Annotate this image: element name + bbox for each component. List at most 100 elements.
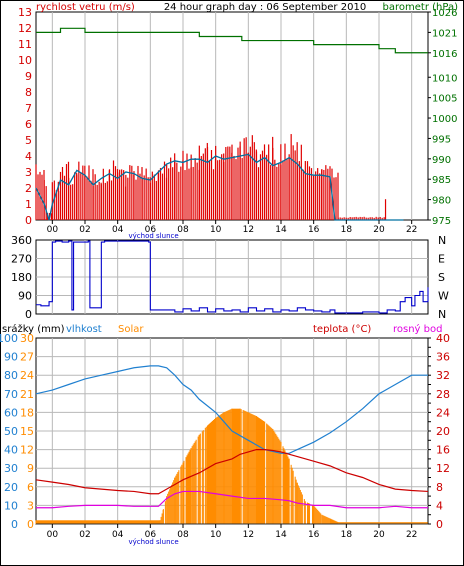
humidity-axis-title: vlhkost — [66, 324, 102, 335]
temp-ytick-label: 8 — [436, 481, 443, 494]
baro-ytick-label: 990 — [432, 155, 451, 166]
temp-ytick-label: 32 — [436, 369, 450, 382]
humidity-ytick-label: 24 — [20, 369, 34, 382]
wind-chart-xtick-label: 06 — [145, 225, 157, 235]
temp-ytick-label: 24 — [436, 406, 450, 419]
temperature-line — [35, 449, 429, 495]
baro-ytick-label: 1000 — [432, 114, 457, 125]
wind-ytick-label: 7 — [25, 102, 32, 115]
humidity-ytick-label: 18 — [20, 406, 34, 419]
baro-ytick-label: 1021 — [432, 28, 457, 39]
chart-title: 24 hour graph day : 06 September 2010 — [164, 2, 366, 13]
humidity-ytick-label: 12 — [20, 444, 34, 457]
temp-chart-xtick-label: 04 — [112, 530, 124, 540]
rain-ytick-label: 70 — [4, 388, 18, 401]
wind-chart-xtick-label: 12 — [243, 225, 254, 235]
temp-ytick-label: 12 — [436, 462, 450, 475]
baro-ytick-label: 1005 — [432, 94, 457, 105]
wind-chart-xtick-label: 10 — [210, 225, 222, 235]
wind-chart-xtick-label: 22 — [406, 225, 417, 235]
humidity-line — [35, 365, 428, 454]
direction-compass-label: S — [438, 271, 445, 284]
humidity-ytick-label: 3 — [27, 499, 34, 512]
wind-chart-xtick-label: 00 — [47, 225, 59, 235]
baro-ytick-label: 995 — [432, 134, 451, 145]
rain-axis-title: srážky (mm) — [2, 323, 65, 335]
temp-ytick-label: 40 — [436, 332, 450, 345]
baro-ytick-label: 1016 — [432, 49, 457, 60]
rain-ytick-label: 90 — [4, 351, 18, 364]
wind-chart-xtick-label: 14 — [275, 225, 287, 235]
dewpoint-line — [36, 490, 428, 509]
rain-ytick-label: 100 — [0, 332, 18, 345]
wind-chart-xtick-label: 16 — [308, 225, 320, 235]
wind-ytick-label: 2 — [25, 182, 32, 195]
wind-ytick-label: 13 — [18, 6, 32, 19]
wind-ytick-label: 1 — [25, 198, 32, 211]
temp-chart-xtick-label: 00 — [47, 530, 59, 540]
humidity-ytick-label: 15 — [20, 425, 34, 438]
wind-average-line — [35, 153, 404, 221]
temperature-axis-title: teplota (°C) — [313, 324, 371, 335]
wind-ytick-label: 10 — [18, 54, 32, 67]
direction-line — [36, 240, 429, 314]
rain-ytick-label: 10 — [4, 499, 18, 512]
temp-chart-xtick-label: 06 — [145, 530, 157, 540]
wind-ytick-label: 8 — [25, 86, 32, 99]
baro-ytick-label: 1026 — [432, 8, 457, 19]
direction-compass-label: N — [438, 308, 446, 321]
direction-compass-label: E — [438, 253, 445, 266]
direction-ytick-label: 0 — [25, 308, 32, 321]
temp-ytick-label: 28 — [436, 388, 450, 401]
temp-ytick-label: 4 — [436, 499, 443, 512]
humidity-ytick-label: 0 — [27, 518, 34, 531]
temp-ytick-label: 36 — [436, 351, 450, 364]
wind-ytick-label: 12 — [18, 22, 32, 35]
sunrise-label-top: východ slunce — [129, 232, 179, 240]
baro-ytick-label: 985 — [432, 175, 451, 186]
direction-ytick-label: 90 — [18, 290, 32, 303]
rain-ytick-label: 60 — [4, 406, 18, 419]
wind-chart-xtick-label: 20 — [373, 225, 385, 235]
wind-chart-xtick-label: 04 — [112, 225, 124, 235]
solar-area — [35, 408, 428, 524]
rain-ytick-label: 30 — [4, 462, 18, 475]
direction-ytick-label: 180 — [11, 271, 32, 284]
temp-chart-xtick-label: 22 — [406, 530, 417, 540]
wind-ytick-label: 0 — [25, 214, 32, 227]
wind-chart-xtick-label: 08 — [177, 225, 189, 235]
baro-ytick-label: 1010 — [432, 73, 457, 84]
humidity-ytick-label: 30 — [20, 332, 34, 345]
wind-ytick-label: 5 — [25, 134, 32, 147]
wind-ytick-label: 11 — [18, 38, 32, 51]
humidity-ytick-label: 21 — [20, 388, 34, 401]
rain-ytick-label: 20 — [4, 481, 18, 494]
direction-compass-label: W — [438, 290, 449, 303]
wind-axis-title: rychlost vetru (m/s) — [36, 2, 135, 13]
temp-chart-xtick-label: 16 — [308, 530, 320, 540]
baro-ytick-label: 975 — [432, 216, 451, 227]
temp-chart-xtick-label: 14 — [275, 530, 287, 540]
rain-ytick-label: 0 — [11, 518, 18, 531]
baro-axis-title: barometr (hPa) — [383, 2, 459, 13]
temp-chart-xtick-label: 10 — [210, 530, 222, 540]
rain-ytick-label: 40 — [4, 444, 18, 457]
rain-ytick-label: 80 — [4, 369, 18, 382]
direction-ytick-label: 360 — [11, 234, 32, 247]
humidity-ytick-label: 27 — [20, 351, 34, 364]
temp-chart-xtick-label: 12 — [243, 530, 254, 540]
solar-axis-title: Solar — [118, 324, 144, 335]
wind-ytick-label: 9 — [25, 70, 32, 83]
temp-ytick-label: 16 — [436, 444, 450, 457]
temp-chart-xtick-label: 20 — [373, 530, 385, 540]
rain-ytick-label: 50 — [4, 425, 18, 438]
temp-chart-xtick-label: 18 — [341, 530, 353, 540]
temp-ytick-label: 0 — [436, 518, 443, 531]
temp-chart-xtick-label: 08 — [177, 530, 189, 540]
temp-ytick-label: 20 — [436, 425, 450, 438]
wind-ytick-label: 6 — [25, 118, 32, 131]
wind-ytick-label: 4 — [25, 150, 32, 163]
humidity-ytick-label: 6 — [27, 481, 34, 494]
direction-ytick-label: 270 — [11, 253, 32, 266]
